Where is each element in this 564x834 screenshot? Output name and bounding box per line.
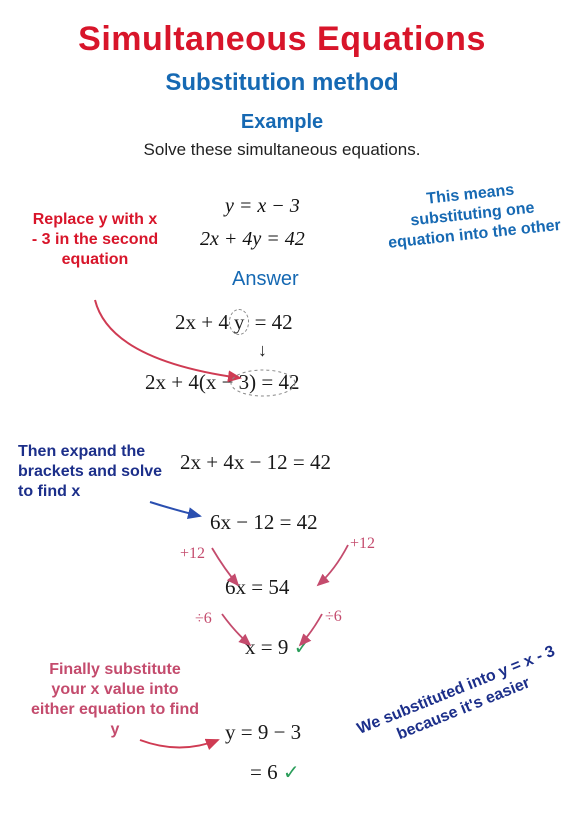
work-line-3: 2x + 4x − 12 = 42 <box>180 450 331 475</box>
problem-prompt: Solve these simultaneous equations. <box>25 140 539 160</box>
work-line-5: 6x = 54 <box>225 575 289 600</box>
answer-label: Answer <box>232 268 299 291</box>
note-expand: Then expand the brackets and solve to fi… <box>18 442 178 502</box>
circled-y: y <box>229 309 250 335</box>
work-line-7: y = 9 − 3 <box>225 720 301 745</box>
equation-1: y = x − 3 <box>225 195 300 218</box>
check-icon: ✓ <box>294 637 311 659</box>
subtitle: Substitution method <box>25 69 539 97</box>
note-means: This means substituting one equation int… <box>382 176 562 254</box>
equation-2: 2x + 4y = 42 <box>200 228 305 251</box>
note-replace: Replace y with x - 3 in the second equat… <box>30 210 160 270</box>
down-arrow-icon: ↓ <box>258 340 267 361</box>
work-line-2: 2x + 4(x − 3) = 42 <box>145 370 300 395</box>
page-title: Simultaneous Equations <box>25 20 539 59</box>
plus12-left: +12 <box>180 545 205 563</box>
div6-right: ÷6 <box>325 608 342 626</box>
work-line-1: 2x + 4y = 42 <box>175 310 293 335</box>
div6-left: ÷6 <box>195 610 212 628</box>
note-finally: Finally substitute your x value into eit… <box>30 660 200 740</box>
work-line-4: 6x − 12 = 42 <box>210 510 318 535</box>
work-line-8: = 6 ✓ <box>250 760 300 785</box>
example-label: Example <box>25 111 539 134</box>
check-icon: ✓ <box>283 762 300 784</box>
note-because: We substituted into y = x - 3 because it… <box>346 638 564 761</box>
plus12-right: +12 <box>350 535 375 553</box>
work-line-6: x = 9 ✓ <box>245 635 310 660</box>
